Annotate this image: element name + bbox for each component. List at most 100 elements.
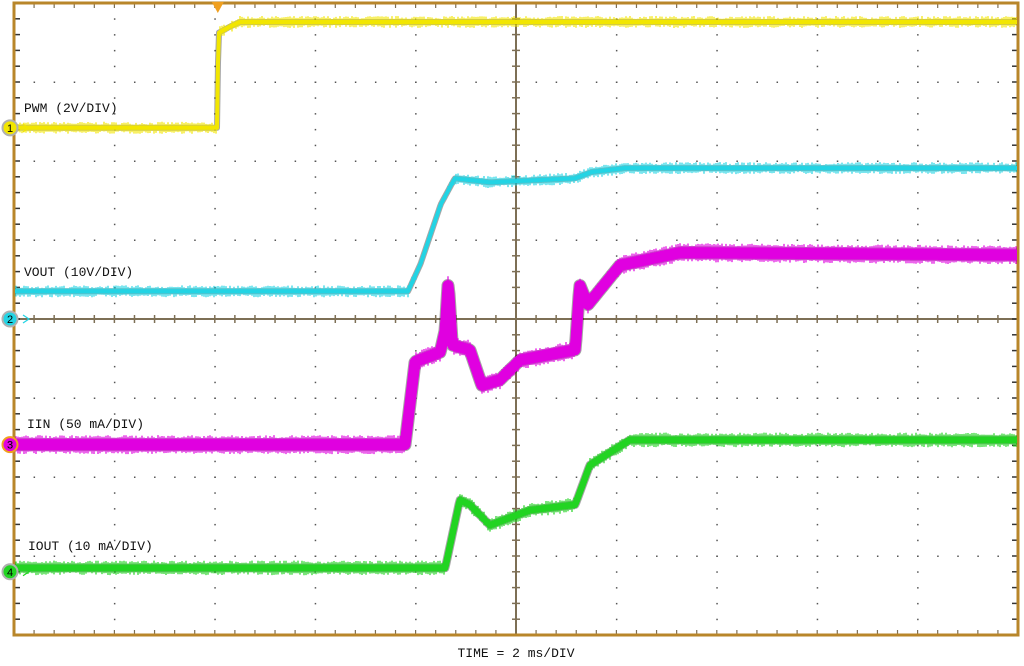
grid-dot [275, 240, 277, 242]
grid-dot [596, 240, 598, 242]
grid-dot [877, 240, 879, 242]
grid-dot [214, 240, 216, 242]
grid-dot [214, 18, 216, 20]
grid-dot [54, 240, 56, 242]
grid-dot [716, 492, 718, 494]
grid-dot [716, 50, 718, 52]
grid-dot [415, 524, 417, 526]
grid-dot [214, 540, 216, 542]
grid-dot [435, 161, 437, 163]
grid-dot [74, 398, 76, 400]
grid-dot [114, 587, 116, 589]
grid-dot [797, 240, 799, 242]
grid-dot [315, 619, 317, 621]
grid-dot [616, 556, 618, 558]
grid-dot [536, 398, 538, 400]
grid-dot [616, 97, 618, 99]
grid-dot [34, 161, 36, 163]
grid-dot [977, 477, 979, 479]
grid-dot [395, 556, 397, 558]
grid-dot [616, 145, 618, 147]
grid-dot [415, 287, 417, 289]
grid-dot [275, 556, 277, 558]
grid-dot [315, 398, 317, 400]
grid-dot [455, 161, 457, 163]
grid-dot [194, 82, 196, 84]
grid-dot [455, 398, 457, 400]
grid-dot [154, 82, 156, 84]
grid-dot [556, 240, 558, 242]
grid-dot [134, 161, 136, 163]
grid-dot [736, 556, 738, 558]
grid-dot [415, 97, 417, 99]
grid-dot [616, 477, 618, 479]
grid-dot [696, 161, 698, 163]
grid-dot [315, 82, 317, 84]
grid-dot [475, 556, 477, 558]
grid-dot [917, 603, 919, 605]
grid-dot [415, 113, 417, 115]
grid-dot [716, 571, 718, 573]
grid-dot [315, 145, 317, 147]
grid-dot [234, 477, 236, 479]
grid-dot [676, 556, 678, 558]
grid-dot [415, 161, 417, 163]
grid-dot [616, 382, 618, 384]
grid-dot [174, 556, 176, 558]
grid-dot [616, 34, 618, 36]
grid-dot [114, 18, 116, 20]
grid-dot [214, 429, 216, 431]
grid-dot [295, 82, 297, 84]
grid-dot [596, 477, 598, 479]
grid-dot [234, 556, 236, 558]
grid-dot [616, 255, 618, 256]
grid-dot [315, 97, 317, 99]
grid-dot [295, 477, 297, 479]
grid-dot [114, 303, 116, 305]
grid-dot [917, 145, 919, 147]
grid-dot [937, 240, 939, 242]
grid-dot [716, 413, 718, 415]
grid-dot [355, 556, 357, 558]
grid-dot [917, 413, 919, 415]
grid-dot [957, 240, 959, 242]
grid-dot [917, 492, 919, 494]
grid-dot [817, 82, 819, 84]
grid-dot [716, 192, 718, 194]
grid-dot [214, 492, 216, 494]
grid-dot [576, 398, 578, 400]
grid-dot [777, 477, 779, 479]
grid-dot [475, 398, 477, 400]
grid-dot [315, 208, 317, 210]
grid-dot [214, 619, 216, 621]
grid-dot [435, 240, 437, 242]
grid-dot [817, 382, 819, 384]
grid-dot [917, 571, 919, 573]
grid-dot [556, 161, 558, 163]
grid-dot [74, 240, 76, 242]
grid-dot [817, 524, 819, 526]
grid-dot [877, 477, 879, 479]
grid-dot [495, 82, 497, 84]
grid-dot [94, 556, 96, 558]
grid-dot [536, 82, 538, 84]
grid-dot [897, 556, 899, 558]
grid-dot [917, 556, 919, 558]
grid-dot [716, 176, 718, 178]
grid-dot [917, 540, 919, 542]
grid-dot [375, 477, 377, 479]
grid-dot [335, 477, 337, 479]
grid-dot [315, 508, 317, 510]
grid-dot [275, 161, 277, 163]
grid-dot [817, 145, 819, 147]
grid-dot [415, 66, 417, 68]
grid-dot [817, 334, 819, 336]
grid-dot [375, 82, 377, 84]
channel-number: 3 [7, 440, 13, 452]
grid-dot [335, 556, 337, 558]
grid-dot [917, 429, 919, 431]
grid-dot [415, 492, 417, 494]
grid-dot [616, 508, 618, 510]
grid-dot [214, 508, 216, 510]
grid-dot [435, 398, 437, 400]
